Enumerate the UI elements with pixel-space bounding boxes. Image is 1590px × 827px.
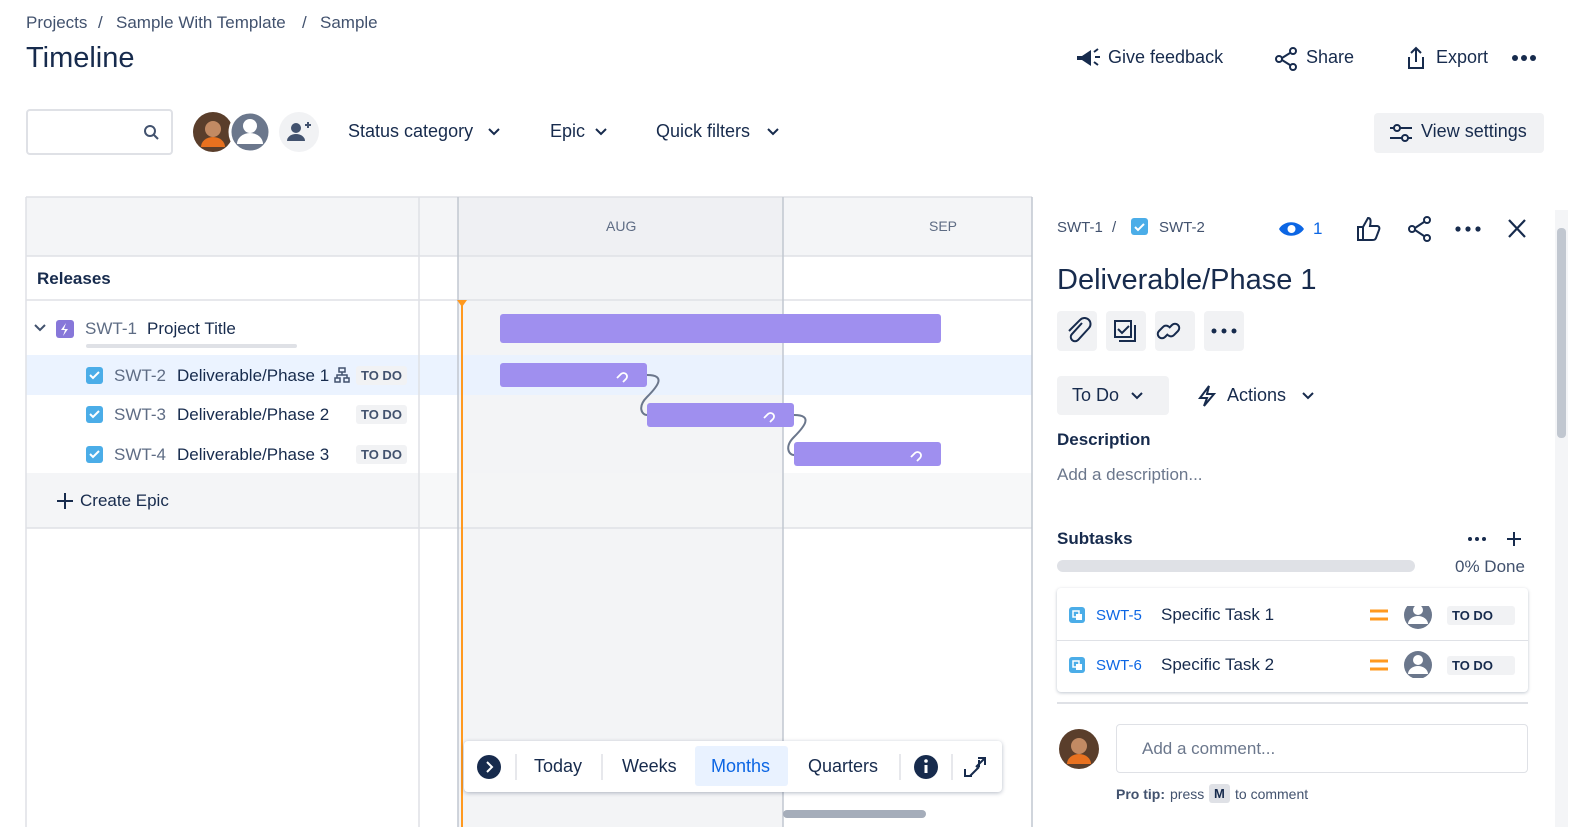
subtask-key[interactable]: SWT-5 xyxy=(1096,607,1142,624)
checkbox-icons xyxy=(86,367,103,463)
month-label: SEP xyxy=(929,218,958,234)
chevron xyxy=(767,128,779,136)
weeks-button[interactable]: Weeks xyxy=(622,756,677,776)
breadcrumb[interactable]: Projects xyxy=(26,13,88,32)
status-lozenge: TO DO xyxy=(356,405,407,424)
comment-placeholder: Add a comment... xyxy=(1142,739,1276,758)
pro-tip-text: press xyxy=(1170,786,1205,802)
subtask-summary[interactable]: Specific Task 2 xyxy=(1161,655,1275,674)
issue-key[interactable]: SWT-2 xyxy=(1159,219,1205,236)
actions-button[interactable]: Actions xyxy=(1227,385,1287,405)
divider xyxy=(1057,702,1528,704)
today-button[interactable]: Today xyxy=(534,756,583,776)
status-button[interactable] xyxy=(1057,376,1169,415)
issue-summary[interactable]: Deliverable/Phase 3 xyxy=(177,445,330,464)
issue-bar[interactable] xyxy=(647,403,794,427)
quarters-button[interactable]: Quarters xyxy=(808,756,879,776)
page-title: Timeline xyxy=(26,42,135,74)
user-avatar xyxy=(1059,729,1099,769)
status-label: To Do xyxy=(1072,385,1120,405)
chevron xyxy=(1131,392,1143,400)
subtask-icons xyxy=(1069,606,1508,678)
link-button[interactable] xyxy=(1155,311,1195,351)
give-feedback[interactable]: Give feedback xyxy=(1108,47,1224,67)
separator: / xyxy=(98,13,103,32)
shortcut-key: M xyxy=(1209,784,1230,803)
create-epic[interactable]: Create Epic xyxy=(80,491,169,510)
chevron xyxy=(488,128,500,136)
share-icon xyxy=(1275,47,1297,71)
view-mode-icons xyxy=(515,754,986,780)
status-lozenge: TO DO xyxy=(356,366,407,385)
scroll-button[interactable] xyxy=(476,754,502,780)
description-label: Description xyxy=(1057,430,1151,449)
settings-icon xyxy=(1390,124,1412,142)
child-icon xyxy=(334,367,350,383)
epic-filter[interactable]: Epic xyxy=(550,121,586,141)
epic-bar[interactable] xyxy=(500,314,941,343)
separator: / xyxy=(1112,219,1117,236)
issue-bar[interactable] xyxy=(500,363,647,387)
months-button[interactable]: Months xyxy=(711,756,771,776)
search-icon xyxy=(144,125,159,140)
quick-filters[interactable]: Quick filters xyxy=(656,121,751,141)
active-mode-bg xyxy=(695,746,788,786)
pro-tip-label: Pro tip: xyxy=(1116,786,1165,802)
chevron xyxy=(1302,392,1314,400)
separator: / xyxy=(302,13,307,32)
issue-key[interactable]: SWT-2 xyxy=(114,366,166,385)
subtask-button[interactable] xyxy=(1106,311,1146,351)
more-button[interactable] xyxy=(1512,52,1538,64)
export-icon xyxy=(1408,46,1424,69)
panel-actions xyxy=(1357,216,1526,242)
issue-summary[interactable]: Deliverable/Phase 1 xyxy=(177,366,330,385)
issue-bar[interactable] xyxy=(794,442,941,466)
avatars xyxy=(193,111,319,154)
breadcrumb[interactable]: Sample With Template xyxy=(116,13,286,32)
description-input[interactable]: Add a description... xyxy=(1057,465,1203,484)
issue-summary[interactable]: Project Title xyxy=(147,319,236,338)
parent-key[interactable]: SWT-1 xyxy=(1057,219,1103,236)
attach-button[interactable] xyxy=(1057,311,1097,351)
pro-tip-text: to comment xyxy=(1235,786,1309,802)
actions-icon xyxy=(1198,385,1217,407)
comment-box[interactable] xyxy=(1116,724,1528,773)
chevron xyxy=(595,128,607,136)
progress-bar xyxy=(1057,560,1415,572)
issue-key[interactable]: SWT-4 xyxy=(114,445,166,464)
quick-action-icons xyxy=(1068,317,1237,343)
subtask-key[interactable]: SWT-6 xyxy=(1096,657,1142,674)
releases: Releases xyxy=(37,269,111,288)
issue-type-icon xyxy=(1131,218,1148,235)
subtask-summary[interactable]: Specific Task 1 xyxy=(1161,605,1275,624)
month-label: AUG xyxy=(606,218,637,234)
feedback-icon xyxy=(1077,48,1100,66)
watch-icon[interactable] xyxy=(1278,218,1306,240)
view-settings[interactable]: View settings xyxy=(1421,121,1527,141)
share[interactable]: Share xyxy=(1306,47,1355,67)
scroll-thumb[interactable] xyxy=(1557,228,1566,438)
subtask-actions xyxy=(1468,532,1521,546)
progress-label: 0% Done xyxy=(1455,557,1525,576)
export[interactable]: Export xyxy=(1436,47,1489,67)
search-input[interactable] xyxy=(26,109,173,155)
issue-title: Deliverable/Phase 1 xyxy=(1057,264,1317,296)
subtask-status[interactable]: TO DO xyxy=(1447,656,1515,675)
issue-summary[interactable]: Deliverable/Phase 2 xyxy=(177,405,330,424)
status-lozenge: TO DO xyxy=(356,445,407,464)
subtasks-label: Subtasks xyxy=(1057,529,1133,548)
watch-count[interactable]: 1 xyxy=(1313,219,1323,238)
issue-key[interactable]: SWT-3 xyxy=(114,405,166,424)
view-settings-button[interactable] xyxy=(1374,113,1544,153)
issue-key[interactable]: SWT-1 xyxy=(85,319,137,338)
divider xyxy=(1057,640,1528,641)
status-filter[interactable]: Status category xyxy=(348,121,474,141)
subtask-status[interactable]: TO DO xyxy=(1447,606,1515,625)
breadcrumb[interactable]: Sample xyxy=(320,13,378,32)
